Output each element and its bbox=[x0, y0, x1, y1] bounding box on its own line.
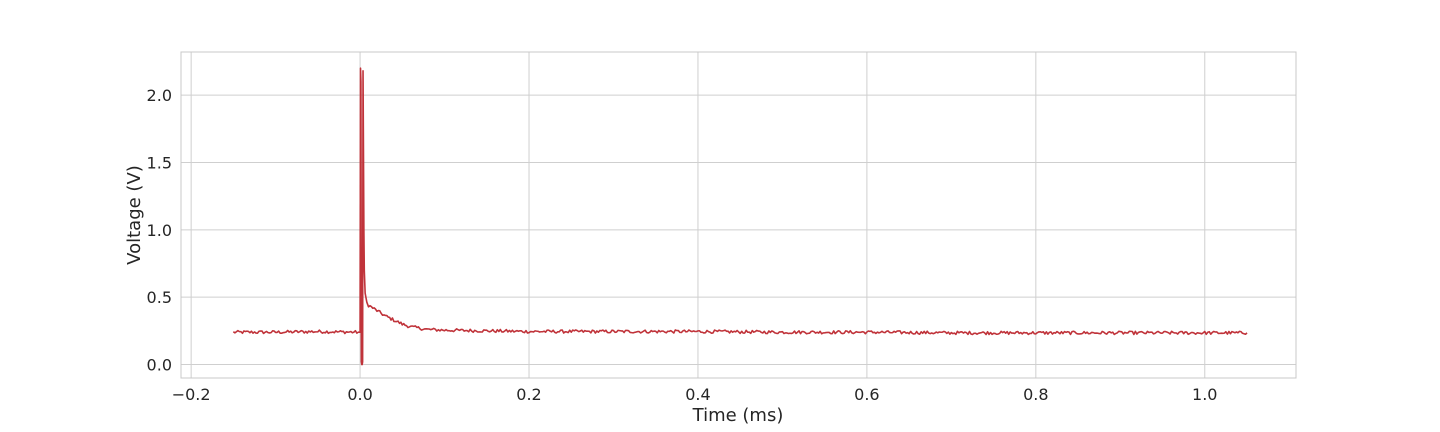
x-tick-label: 1.0 bbox=[1192, 385, 1217, 404]
y-axis-label: Voltage (V) bbox=[124, 165, 145, 265]
x-tick-label: 0.4 bbox=[685, 385, 710, 404]
series-layer bbox=[232, 67, 1248, 366]
x-tick-label: 0.0 bbox=[347, 385, 372, 404]
y-axis-ticks: 0.0 0.5 1.0 1.5 2.0 bbox=[147, 86, 172, 374]
y-tick-label: 0.0 bbox=[147, 356, 172, 375]
x-axis-label: Time (ms) bbox=[692, 405, 784, 426]
x-tick-label: 0.8 bbox=[1023, 385, 1048, 404]
x-tick-label: 0.2 bbox=[516, 385, 541, 404]
x-tick-label: 0.6 bbox=[854, 385, 879, 404]
y-tick-label: 1.5 bbox=[147, 153, 172, 172]
plot-frame bbox=[180, 51, 1297, 379]
grid bbox=[181, 52, 1296, 378]
y-tick-label: 1.0 bbox=[147, 221, 172, 240]
x-tick-label: −0.2 bbox=[172, 385, 211, 404]
y-tick-label: 2.0 bbox=[147, 86, 172, 105]
voltage-series-line bbox=[232, 67, 1248, 366]
x-axis-ticks: −0.2 0.0 0.2 0.4 0.6 0.8 1.0 bbox=[172, 385, 1218, 404]
y-tick-label: 0.5 bbox=[147, 288, 172, 307]
